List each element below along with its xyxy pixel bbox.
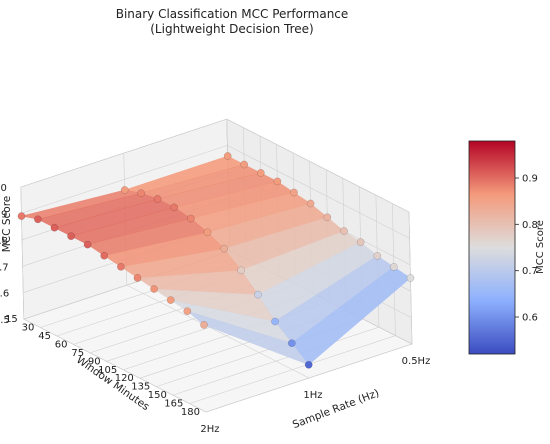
data-point xyxy=(340,227,348,235)
y-tick-label: 1Hz xyxy=(303,390,322,401)
x-tick-label: 165 xyxy=(164,399,183,410)
x-tick-label: 105 xyxy=(98,365,117,376)
surface-plot xyxy=(21,155,411,366)
chart-title: Binary Classification MCC Performance xyxy=(116,7,349,21)
data-point xyxy=(323,213,332,222)
data-point xyxy=(220,244,229,253)
colorbar-gradient xyxy=(468,140,516,355)
data-point xyxy=(304,360,313,369)
z-tick-label: 1.0 xyxy=(0,183,7,194)
gridline-z xyxy=(21,145,410,239)
data-point xyxy=(117,262,125,271)
x-tick-label: 90 xyxy=(88,356,101,367)
data-point xyxy=(203,228,212,237)
z-tick-label: 0.5 xyxy=(0,315,10,326)
data-point xyxy=(287,339,296,348)
colorbar: 0.6 0.7 0.8 0.9 MCC Score xyxy=(468,140,546,355)
x-tick-label: 15 xyxy=(5,314,18,325)
colorbar-ticks: 0.6 0.7 0.8 0.9 xyxy=(515,174,538,324)
data-point xyxy=(237,266,245,275)
data-point xyxy=(254,290,262,299)
data-point xyxy=(186,214,195,223)
chart-subtitle: (Lightweight Decision Tree) xyxy=(150,22,314,36)
z-axis-label: MCC Score xyxy=(1,196,13,252)
z-tick-label: 0.7 xyxy=(0,262,9,273)
data-point xyxy=(133,274,142,282)
data-point xyxy=(137,189,145,198)
data-points xyxy=(17,152,415,369)
z-tick-label: 0.8 xyxy=(0,236,8,247)
data-point xyxy=(153,195,162,203)
data-point xyxy=(290,188,298,197)
x-tick-label: 45 xyxy=(38,331,51,342)
z-tick-label: 0.9 xyxy=(0,209,7,220)
colorbar-tick-label: 0.7 xyxy=(522,266,538,277)
data-point xyxy=(200,321,208,329)
y-tick-label: 2Hz xyxy=(200,424,219,435)
x-tick-label: 60 xyxy=(55,339,68,350)
data-point xyxy=(183,307,192,316)
data-point xyxy=(373,251,382,260)
data-point xyxy=(356,238,365,246)
data-point xyxy=(240,160,249,169)
data-point xyxy=(67,232,75,241)
data-point xyxy=(390,263,398,271)
data-point xyxy=(50,223,59,232)
data-point xyxy=(406,274,415,282)
colorbar-label: MCC Score xyxy=(535,220,546,274)
data-point xyxy=(306,199,315,208)
colorbar-tick-label: 0.6 xyxy=(522,313,538,324)
x-tick-label: 180 xyxy=(181,407,200,418)
data-point xyxy=(273,177,282,186)
gridline-z xyxy=(20,118,410,213)
data-point xyxy=(100,251,109,260)
data-point xyxy=(83,240,92,249)
x-tick-label: 30 xyxy=(22,323,35,334)
data-point xyxy=(170,203,179,212)
data-point xyxy=(223,152,232,160)
z-tick-label: 0.6 xyxy=(0,289,9,300)
data-point xyxy=(150,285,158,293)
data-point xyxy=(17,212,26,220)
colorbar-tick-label: 0.8 xyxy=(522,220,538,231)
x-tick-label: 150 xyxy=(148,390,167,401)
x-tick-label: 135 xyxy=(131,382,150,393)
y-tick-label: 0.5Hz xyxy=(402,356,431,367)
data-point xyxy=(120,186,129,194)
data-point xyxy=(166,296,175,304)
data-point xyxy=(256,169,265,177)
data-point xyxy=(34,215,42,224)
x-tick-label: 75 xyxy=(71,348,84,359)
x-tick-label: 120 xyxy=(115,373,134,384)
colorbar-tick-label: 0.9 xyxy=(522,174,538,185)
data-point xyxy=(271,317,279,326)
